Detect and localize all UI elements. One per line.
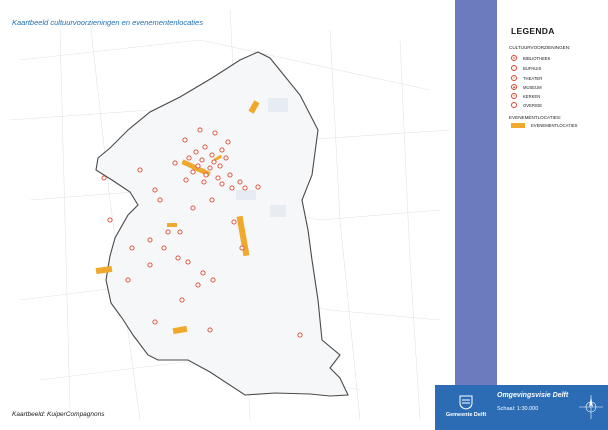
culture-facility-marker [255,184,261,190]
culture-facility-marker [200,270,206,276]
culture-facility-marker [195,163,201,169]
side-band [455,0,497,430]
municipal-boundary [95,51,349,397]
event-location-marker [236,215,250,257]
culture-facility-marker [172,160,178,166]
culture-heading: CULTUURVOORZIENINGEN: [509,45,571,50]
culture-facility-marker [217,163,223,169]
culture-facility-marker [182,137,188,143]
culture-facility-marker [207,165,213,171]
crest-icon [459,395,473,410]
map-credit: Kaartbeeld: KuiperCompagnons [12,411,105,418]
event-location-marker [213,154,223,162]
culture-facility-marker [215,175,221,181]
map-title: Kaartbeeld cultuurvoorzieningen en evene… [12,18,203,27]
legend-item-label: BUFHUIS [523,65,542,71]
culture-facility-marker [152,319,158,325]
culture-facility-marker [219,181,225,187]
culture-facility-marker [199,157,205,163]
culture-facility-marker [190,169,196,175]
map-scale: Schaal: 1:30.000 [497,406,539,412]
legend-item-label: KERKEN [523,93,541,99]
culture-facility-marker [231,219,237,225]
culture-facility-marker [207,327,213,333]
document-title: Omgevingsvisie Delft [497,392,569,399]
legend-item-museum: ◆ MUSEUM [511,84,542,90]
legend-item-label: EVENEMENTLOCATIES [531,123,578,128]
culture-facility-marker [212,130,218,136]
culture-facility-marker [227,172,233,178]
culture-facility-marker [137,167,143,173]
library-icon: B [511,55,517,61]
culture-facility-marker [185,259,191,265]
event-locations [95,100,260,335]
legend-item-label: MUSEUM [523,84,542,90]
event-location-marker [95,265,113,275]
culture-facility-marker [209,197,215,203]
event-location-marker [172,325,188,335]
legend-item-library: B BIBLIOTHEEK [511,55,550,61]
culture-facility-marker [201,179,207,185]
culture-facility-marker [107,217,113,223]
culture-facility-marker [177,229,183,235]
culture-facility-marker [125,277,131,283]
legend-panel: LEGENDA CULTUURVOORZIENINGEN: B BIBLIOTH… [497,0,608,430]
theater-icon: ✦ [511,75,517,81]
culture-facility-marker [175,255,181,261]
culture-facility-marker [161,245,167,251]
culture-facility-marker [239,245,245,251]
culture-facility-marker [193,149,199,155]
event-location-marker [167,223,177,227]
culture-facility-marker [157,197,163,203]
culture-facility-marker [210,277,216,283]
legend-item-event-location: EVENEMENTLOCATIES [511,123,577,128]
culture-facility-marker [297,332,303,338]
culture-facility-marker [101,175,107,181]
event-location-marker [181,159,211,177]
culture-facility-marker [209,152,215,158]
culture-facility-marker [152,187,158,193]
culture-facility-marker [203,172,209,178]
legend-item-community-house: ♪ BUFHUIS [511,65,541,71]
legend-item-theater: ✦ THEATER [511,75,542,81]
culture-facility-marker [179,297,185,303]
culture-facility-marker [237,179,243,185]
legend-title: LEGENDA [511,26,555,36]
community-house-icon: ♪ [511,65,517,71]
culture-facility-marker [219,147,225,153]
culture-facility-marker [211,159,217,165]
legend-item-label: OVERIGE [523,102,543,108]
compass-icon [579,395,603,419]
culture-facility-marker [197,127,203,133]
event-location-swatch [511,123,525,128]
legend-item-other: OVERIGE [511,102,542,108]
culture-facility-marker [242,185,248,191]
culture-facility-marker [225,139,231,145]
culture-facilities [101,127,303,338]
culture-facility-marker [129,245,135,251]
culture-facility-marker [223,155,229,161]
culture-facility-marker [165,229,171,235]
city-map[interactable] [0,0,455,430]
footer-bar: Gemeente Delft Omgevingsvisie Delft Scha… [435,385,608,430]
legend-item-label: THEATER [523,75,543,81]
church-icon: ✝ [511,93,517,99]
legend-item-label: BIBLIOTHEEK [523,55,551,61]
culture-facility-marker [229,185,235,191]
culture-facility-marker [183,177,189,183]
museum-icon: ◆ [511,84,517,90]
organization-name: Gemeente Delft [445,412,487,418]
legend-item-church: ✝ KERKEN [511,93,540,99]
event-heading: EVENEMENTLOCATIES: [509,115,562,120]
culture-facility-marker [202,144,208,150]
gemeente-delft-logo: Gemeente Delft [440,392,492,424]
culture-facility-marker [147,237,153,243]
culture-facility-marker [195,282,201,288]
culture-facility-marker [186,155,192,161]
culture-facility-marker [147,262,153,268]
culture-facility-marker [190,205,196,211]
event-location-marker [248,100,260,114]
water-features [236,98,288,217]
other-icon [511,102,517,108]
